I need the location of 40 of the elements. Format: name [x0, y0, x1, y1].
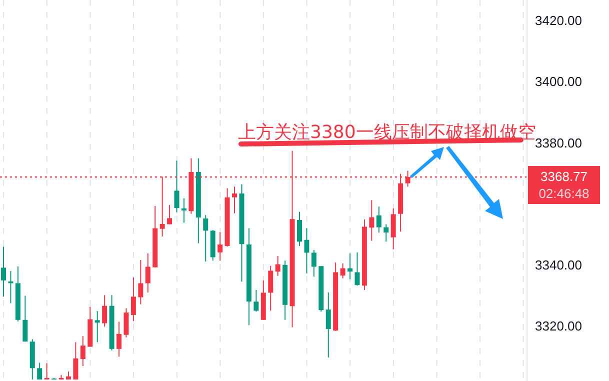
candlestick — [254, 289, 259, 312]
candlestick — [369, 200, 374, 242]
candlestick — [44, 362, 50, 380]
candlestick — [384, 224, 389, 242]
candlestick — [167, 204, 172, 225]
ref-line-label: 3368.77 — [540, 168, 588, 184]
candlestick — [80, 336, 86, 367]
candlestick — [174, 160, 180, 213]
candlestick — [130, 276, 136, 322]
candlestick — [275, 256, 280, 276]
y-tick-label: 3400.00 — [535, 74, 582, 90]
candlestick — [94, 310, 100, 343]
candlestick — [145, 252, 150, 293]
candlestick — [37, 362, 42, 380]
candlestick — [340, 262, 346, 279]
candlestick — [102, 294, 108, 328]
candlestick — [181, 198, 186, 224]
candlestick — [326, 292, 331, 358]
candlestick — [1, 246, 6, 298]
candlestick — [296, 211, 302, 246]
candlestick — [348, 252, 353, 280]
candlestick — [232, 186, 238, 214]
candlestick — [22, 295, 28, 342]
candlestick — [116, 321, 122, 358]
y-tick-label: 3380.00 — [535, 135, 582, 150]
candlestick — [203, 214, 208, 262]
candlestick — [376, 206, 382, 234]
candlestick — [218, 232, 223, 262]
candlestick — [124, 308, 129, 338]
y-tick-label: 3340.00 — [535, 258, 582, 273]
text: 02:46:48 — [538, 186, 590, 201]
candlestick — [354, 252, 360, 286]
candlestick — [73, 342, 78, 380]
candlestick — [268, 265, 274, 312]
candlestick — [304, 228, 310, 274]
candlestick — [138, 260, 144, 305]
y-tick-label: 3420.00 — [535, 13, 582, 28]
candlestick — [311, 249, 316, 278]
y-tick-label: 3320.00 — [535, 318, 582, 334]
candlestick — [390, 208, 396, 250]
